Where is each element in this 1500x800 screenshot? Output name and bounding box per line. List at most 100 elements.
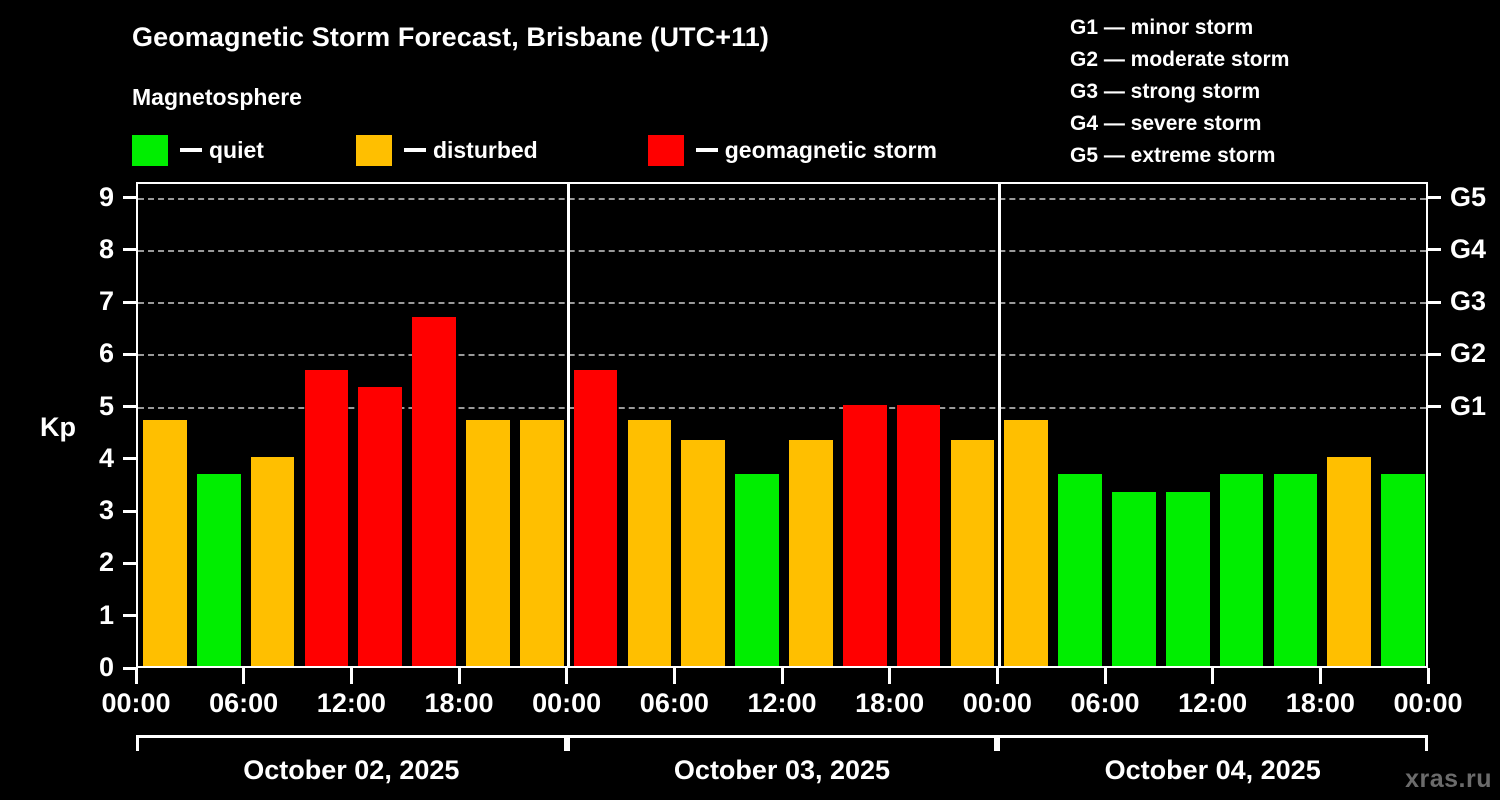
x-tick-label-8: 00:00 bbox=[962, 688, 1032, 718]
bar-kp[interactable] bbox=[735, 474, 779, 666]
x-tick-label-9: 06:00 bbox=[1070, 688, 1140, 718]
y-tick-mark-0 bbox=[123, 666, 136, 670]
y-tick-label-4: 4 bbox=[98, 442, 114, 473]
g-tick-label-G5: G5 bbox=[1450, 181, 1487, 212]
bar-kp[interactable] bbox=[1165, 491, 1210, 666]
x-tick-label-10: 12:00 bbox=[1178, 688, 1248, 718]
legend-label: quiet bbox=[209, 136, 264, 163]
y-axis-title: Kp bbox=[40, 412, 76, 442]
x-tick-label-3: 18:00 bbox=[424, 688, 494, 718]
bar-kp[interactable] bbox=[789, 439, 833, 666]
y-tick-mark-7 bbox=[123, 300, 136, 304]
date-label-1: October 02, 2025 bbox=[243, 755, 460, 785]
bar-kp[interactable] bbox=[1219, 474, 1264, 666]
bar-kp[interactable] bbox=[1058, 474, 1102, 666]
date-label-2: October 03, 2025 bbox=[673, 755, 891, 785]
bar-kp[interactable] bbox=[358, 387, 403, 666]
watermark: xras.ru bbox=[1405, 765, 1492, 793]
x-tick-mark-1 bbox=[242, 668, 246, 684]
legend-dash-icon bbox=[403, 148, 426, 152]
x-tick-mark-12 bbox=[1426, 668, 1430, 684]
bar-kp[interactable] bbox=[842, 404, 887, 666]
y-tick-label-5: 5 bbox=[98, 390, 114, 421]
bar-kp[interactable] bbox=[896, 404, 941, 666]
bar-kp[interactable] bbox=[143, 420, 187, 666]
bar-kp[interactable] bbox=[573, 369, 618, 666]
x-tick-mark-8 bbox=[995, 668, 999, 684]
legend-dash-icon bbox=[180, 148, 202, 152]
y-tick-mark-6 bbox=[123, 352, 136, 356]
y-tick-label-1: 1 bbox=[98, 599, 114, 630]
x-tick-mark-2 bbox=[349, 668, 353, 684]
y-tick-label-7: 7 bbox=[98, 286, 114, 317]
day-separator-2 bbox=[997, 184, 1001, 666]
g-scale-row-1: G1 — minor storm bbox=[1070, 16, 1254, 39]
bar-kp[interactable] bbox=[681, 439, 726, 666]
bar-kp[interactable] bbox=[466, 420, 510, 666]
g-tick-mark-G1 bbox=[1428, 405, 1441, 409]
bar-kp[interactable] bbox=[250, 456, 295, 666]
x-tick-label-0: 00:00 bbox=[101, 688, 171, 718]
legend-dash-icon bbox=[695, 148, 718, 152]
bar-kp[interactable] bbox=[1112, 491, 1156, 666]
y-tick-mark-4 bbox=[123, 457, 136, 461]
bar-kp[interactable] bbox=[196, 474, 241, 666]
x-tick-mark-4 bbox=[565, 668, 569, 684]
x-tick-label-2: 12:00 bbox=[316, 688, 386, 718]
date-bracket-1 bbox=[136, 735, 567, 751]
g-tick-mark-G3 bbox=[1428, 300, 1441, 304]
legend-swatch-disturbed bbox=[355, 134, 392, 166]
y-tick-mark-8 bbox=[123, 248, 136, 252]
date-label-3: October 04, 2025 bbox=[1104, 755, 1321, 785]
y-tick-label-9: 9 bbox=[98, 181, 114, 212]
g-scale-row-4: G4 — severe storm bbox=[1070, 112, 1262, 135]
x-tick-label-6: 12:00 bbox=[747, 688, 817, 718]
y-tick-mark-9 bbox=[123, 196, 136, 200]
bar-kp[interactable] bbox=[950, 439, 995, 666]
x-tick-label-4: 00:00 bbox=[532, 688, 602, 718]
g-scale-row-5: G5 — extreme storm bbox=[1070, 144, 1276, 167]
bar-kp[interactable] bbox=[519, 420, 564, 666]
page-title: Geomagnetic Storm Forecast, Brisbane (UT… bbox=[132, 22, 769, 52]
gridline-kp-5 bbox=[138, 406, 1426, 409]
x-tick-label-5: 06:00 bbox=[639, 688, 709, 718]
bar-kp[interactable] bbox=[1004, 420, 1049, 666]
gridline-kp-8 bbox=[138, 249, 1426, 252]
g-scale-row-2: G2 — moderate storm bbox=[1070, 48, 1290, 71]
legend-swatch-geomagnetic bbox=[647, 134, 684, 166]
legend-label: geomagnetic storm bbox=[724, 136, 937, 163]
g-tick-label-G1: G1 bbox=[1450, 390, 1487, 421]
x-tick-mark-0 bbox=[134, 668, 138, 684]
day-separator-1 bbox=[567, 184, 571, 666]
bar-kp[interactable] bbox=[627, 420, 672, 666]
legend-swatch-quiet bbox=[132, 134, 168, 166]
plot-area bbox=[136, 182, 1428, 668]
bar-kp[interactable] bbox=[1273, 474, 1318, 666]
g-tick-label-G2: G2 bbox=[1450, 338, 1487, 369]
x-tick-mark-10 bbox=[1211, 668, 1215, 684]
x-tick-mark-11 bbox=[1318, 668, 1322, 684]
legend-label: disturbed bbox=[432, 136, 538, 163]
g-tick-mark-G5 bbox=[1428, 196, 1441, 200]
legend: quiet disturbed geomagnetic storm bbox=[132, 133, 937, 167]
legend-item-disturbed: disturbed bbox=[355, 133, 538, 167]
bar-kp[interactable] bbox=[1381, 474, 1425, 666]
x-tick-mark-7 bbox=[888, 668, 892, 684]
y-tick-label-0: 0 bbox=[98, 652, 114, 682]
bar-kp[interactable] bbox=[1327, 456, 1372, 666]
g-tick-label-G3: G3 bbox=[1450, 286, 1487, 317]
g-scale-legend: G1 — minor storm G2 — moderate storm G3 — … bbox=[1070, 12, 1490, 172]
date-bracket-2 bbox=[566, 735, 998, 751]
gridline-kp-9 bbox=[138, 197, 1426, 200]
gridline-kp-7 bbox=[138, 302, 1426, 305]
legend-item-quiet: quiet bbox=[132, 133, 264, 167]
bar-kp[interactable] bbox=[412, 317, 456, 666]
gridline-kp-6 bbox=[138, 354, 1426, 357]
g-tick-mark-G2 bbox=[1428, 352, 1441, 356]
g-scale-row-3: G3 — strong storm bbox=[1070, 80, 1261, 103]
x-tick-label-1: 06:00 bbox=[209, 688, 279, 718]
x-tick-label-7: 18:00 bbox=[855, 688, 925, 718]
bar-kp[interactable] bbox=[304, 369, 349, 666]
y-tick-mark-5 bbox=[123, 405, 136, 409]
